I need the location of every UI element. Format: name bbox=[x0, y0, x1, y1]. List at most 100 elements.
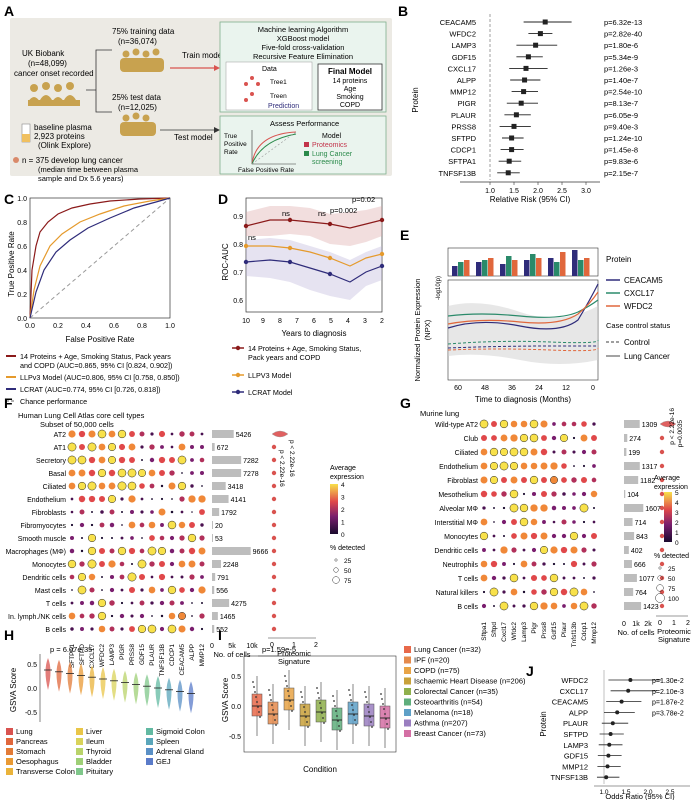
f-dots-cell-label: Macrophages (MΦ) bbox=[6, 549, 66, 556]
i-point bbox=[380, 693, 382, 695]
i-point bbox=[385, 718, 387, 720]
test-n: (n=12,025) bbox=[118, 103, 157, 112]
f-dots-dot bbox=[159, 535, 165, 541]
g-sig-violin bbox=[659, 547, 665, 553]
g-dots-dot bbox=[520, 532, 528, 540]
g-dots-dot bbox=[591, 561, 597, 567]
f-dots-dot bbox=[158, 430, 166, 438]
f-detected-circle bbox=[333, 567, 339, 573]
g-dots-dot bbox=[552, 520, 556, 524]
e-bar bbox=[452, 266, 458, 276]
f-dots-dot bbox=[89, 613, 95, 619]
j-point bbox=[628, 678, 633, 682]
d-legend-0: 14 Proteins + Age, Smoking Status, bbox=[248, 344, 361, 353]
g-dots-dot bbox=[512, 604, 516, 608]
f-dots-dot bbox=[198, 547, 206, 555]
g-dots-dot bbox=[572, 450, 576, 454]
i-point bbox=[318, 697, 320, 699]
i-xlabel: Condition bbox=[303, 765, 337, 774]
b-protein-label: CXCL17 bbox=[448, 64, 476, 73]
g-dots-dot bbox=[520, 462, 528, 470]
f-dots-dot bbox=[199, 613, 205, 619]
h-legend-swatch bbox=[6, 728, 13, 735]
c-chance-line bbox=[29, 197, 171, 319]
f-legend-ticks-label: 2 bbox=[341, 507, 345, 514]
h-violin bbox=[100, 667, 106, 699]
g-bars-bar bbox=[624, 420, 640, 428]
g-dots-dot bbox=[501, 519, 507, 525]
f-dots-dot bbox=[139, 613, 145, 619]
g-dots-dot bbox=[542, 562, 546, 566]
g-dots-gene-label: Gdf15 bbox=[551, 622, 558, 640]
g-dots-dot bbox=[570, 602, 578, 610]
f-bars-bar bbox=[212, 586, 215, 594]
g-dots-dot bbox=[570, 560, 578, 568]
g-dots-dot bbox=[480, 518, 488, 526]
f-dots-dot bbox=[87, 442, 97, 452]
f-bars-count: 7282 bbox=[243, 458, 259, 465]
g-dots-cell-label: Monocytes bbox=[444, 534, 478, 541]
g-legend-ticks-label: 2 bbox=[675, 520, 679, 527]
h-violin bbox=[166, 677, 172, 710]
h-legend-label: Pituitary bbox=[86, 767, 113, 776]
f-dots-dot bbox=[140, 497, 144, 501]
f-dots-dot bbox=[90, 627, 94, 631]
f-dots-cell-label: Mast cells bbox=[35, 588, 67, 595]
f-dots-dot bbox=[147, 624, 157, 634]
f-dots-cell-label: In. lymph./NK cells bbox=[8, 614, 66, 621]
panel-letter-b: B bbox=[398, 3, 408, 19]
g-dots-dot bbox=[541, 477, 547, 483]
g-dots-dot bbox=[552, 450, 556, 454]
f-dots-gene-label: PIGR bbox=[119, 644, 126, 660]
g-dots-cell-label: Natural killers bbox=[436, 590, 479, 597]
i-legend-label: Colorectal Cancer (n=35) bbox=[414, 687, 499, 696]
e-ylabel-1: Normalized Protein Expression bbox=[413, 279, 422, 382]
f-dots-dot bbox=[201, 485, 203, 487]
f-bars-bar bbox=[212, 508, 220, 516]
e-bar bbox=[512, 260, 518, 276]
f-dots-dot bbox=[170, 575, 174, 579]
b-x-ticks: 1.0 1.5 2.0 2.5 3.0 bbox=[485, 182, 591, 195]
g-dots-dot bbox=[591, 435, 597, 441]
f-dots-dot bbox=[127, 481, 137, 491]
f-dots-dot bbox=[190, 471, 194, 475]
d-annot-0: ns bbox=[248, 233, 256, 242]
g-dots-dot bbox=[560, 546, 568, 554]
h-violin bbox=[78, 663, 84, 696]
h-violins bbox=[44, 658, 195, 714]
g-dots-dot bbox=[552, 562, 556, 566]
h-legend-swatch bbox=[6, 748, 13, 755]
i-point bbox=[332, 695, 334, 697]
assess-tpr-3: Rate bbox=[224, 149, 238, 156]
g-dots-dot bbox=[580, 588, 588, 596]
f-dots-dot bbox=[200, 432, 204, 436]
prediction-label: Prediction bbox=[268, 103, 299, 110]
i-point bbox=[286, 685, 288, 687]
g-bars-count: 104 bbox=[627, 492, 639, 499]
i-point bbox=[316, 687, 318, 689]
i-point bbox=[367, 706, 369, 708]
g-dots-dot bbox=[590, 490, 598, 498]
e-bar bbox=[476, 262, 482, 276]
g-dots-dot bbox=[551, 491, 557, 497]
g-dots-dot bbox=[480, 574, 488, 582]
f-dots-dot bbox=[139, 548, 145, 554]
f-dots-dot bbox=[80, 627, 84, 631]
i-point bbox=[351, 704, 353, 706]
f-sig-violin bbox=[271, 430, 289, 438]
f-dots-dot bbox=[179, 535, 185, 541]
f-bars-count: 5426 bbox=[236, 432, 252, 439]
c-plot-frame bbox=[29, 197, 171, 319]
j-point bbox=[606, 753, 611, 758]
f-bars-bar bbox=[212, 625, 215, 633]
g-sig-violin bbox=[659, 589, 665, 595]
g-dots-dot bbox=[509, 503, 519, 513]
h-y-tick: 0.5 bbox=[27, 662, 37, 669]
g-dots-dot bbox=[493, 507, 495, 509]
e-x-tick: 60 bbox=[454, 385, 462, 392]
f-dots-dot bbox=[99, 561, 105, 567]
f-dots-dot bbox=[151, 615, 153, 617]
j-point bbox=[615, 710, 620, 715]
f-sig-violin bbox=[271, 587, 277, 593]
